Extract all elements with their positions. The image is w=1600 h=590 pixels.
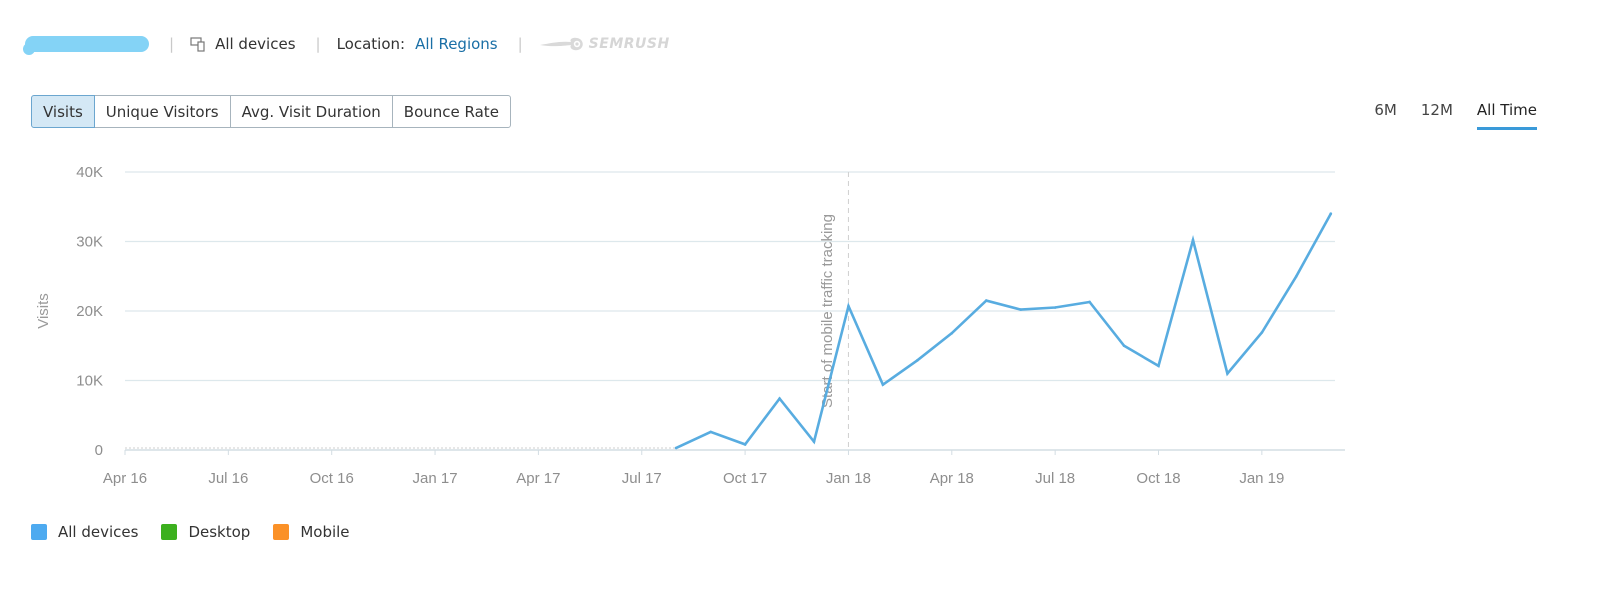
legend-swatch (273, 524, 290, 540)
period-6m[interactable]: 6M (1374, 101, 1397, 119)
y-tick-label: 10K (76, 373, 103, 390)
period-switch: 6M 12M All Time (1350, 101, 1537, 130)
legend-all-devices[interactable]: All devices (31, 523, 138, 541)
data-point[interactable] (950, 331, 954, 335)
location-label: Location: (336, 35, 406, 53)
x-tick-label: Apr 17 (516, 470, 560, 487)
y-axis-label: Visits (35, 293, 52, 329)
data-point[interactable] (1053, 306, 1057, 309)
data-point[interactable] (709, 430, 712, 434)
data-point[interactable] (1329, 212, 1333, 215)
y-tick-label: 40K (76, 164, 103, 181)
tab-unique-visitors[interactable]: Unique Visitors (93, 95, 231, 128)
data-point[interactable] (847, 304, 850, 308)
devices-selector[interactable]: All devices (215, 35, 296, 53)
data-point[interactable] (881, 383, 885, 386)
data-point[interactable] (812, 440, 816, 443)
data-point[interactable] (778, 397, 781, 400)
chart-legend: All devices Desktop Mobile (31, 523, 373, 541)
data-point[interactable] (1191, 238, 1195, 242)
devices-icon (190, 36, 206, 52)
report-header: | All devices | Location: All Regions | … (23, 30, 670, 58)
data-point[interactable] (1157, 364, 1160, 368)
legend-desktop[interactable]: Desktop (161, 523, 250, 541)
legend-label: Mobile (300, 523, 350, 541)
legend-swatch (161, 524, 178, 540)
data-point[interactable] (1295, 274, 1298, 278)
annotation-label: Start of mobile traffic tracking (819, 214, 836, 408)
data-point[interactable] (1122, 344, 1126, 348)
y-tick-label: 0 (95, 442, 103, 459)
x-tick-label: Jan 17 (413, 470, 458, 487)
x-tick-label: Jul 18 (1035, 470, 1075, 487)
x-tick-label: Apr 16 (103, 470, 147, 487)
x-tick-label: Jul 17 (622, 470, 662, 487)
legend-label: Desktop (188, 523, 251, 541)
divider: | (315, 35, 321, 53)
data-point[interactable] (1226, 372, 1229, 375)
legend-mobile[interactable]: Mobile (273, 523, 350, 541)
tab-avg-visit-duration[interactable]: Avg. Visit Duration (229, 95, 393, 128)
location-selector[interactable]: All Regions (415, 35, 498, 53)
data-point[interactable] (674, 446, 678, 450)
divider: | (517, 35, 523, 53)
period-all-time[interactable]: All Time (1476, 101, 1537, 130)
metric-tabs: Visits Unique Visitors Avg. Visit Durati… (31, 95, 511, 128)
x-tick-label: Oct 17 (723, 470, 767, 487)
data-point[interactable] (743, 443, 747, 446)
x-tick-label: Oct 18 (1136, 470, 1180, 487)
legend-label: All devices (58, 523, 139, 541)
x-tick-label: Jul 16 (208, 470, 248, 487)
tab-bounce-rate[interactable]: Bounce Rate (391, 95, 511, 128)
semrush-logo: SEMRUSH (539, 36, 670, 52)
data-point[interactable] (1260, 331, 1264, 334)
data-point[interactable] (1019, 308, 1022, 311)
data-point[interactable] (984, 299, 988, 302)
series-line-all-devices[interactable] (674, 212, 1333, 450)
x-tick-label: Jan 19 (1239, 470, 1284, 487)
x-tick-label: Jan 18 (826, 470, 871, 487)
data-point[interactable] (1088, 300, 1091, 304)
redacted-domain (23, 36, 149, 55)
chart-grid (125, 171, 1345, 451)
divider: | (169, 35, 175, 53)
data-point[interactable] (916, 359, 919, 362)
legend-swatch (31, 524, 47, 540)
series-group (674, 212, 1333, 450)
semrush-flame-icon (539, 37, 583, 51)
brand-name: SEMRUSH (588, 36, 670, 52)
tab-visits[interactable]: Visits (31, 95, 95, 128)
y-axis-ticks: 0 10K 20K 30K 40K (76, 164, 103, 459)
period-12m[interactable]: 12M (1420, 101, 1453, 119)
x-tick-label: Apr 18 (930, 470, 974, 487)
y-tick-label: 30K (76, 234, 103, 251)
y-tick-label: 20K (76, 303, 103, 320)
x-axis-ticks: Apr 16 Jul 16 Oct 16 Jan 17 Apr 17 Jul 17 Oct … (103, 450, 1284, 487)
x-tick-label: Oct 16 (310, 470, 354, 487)
